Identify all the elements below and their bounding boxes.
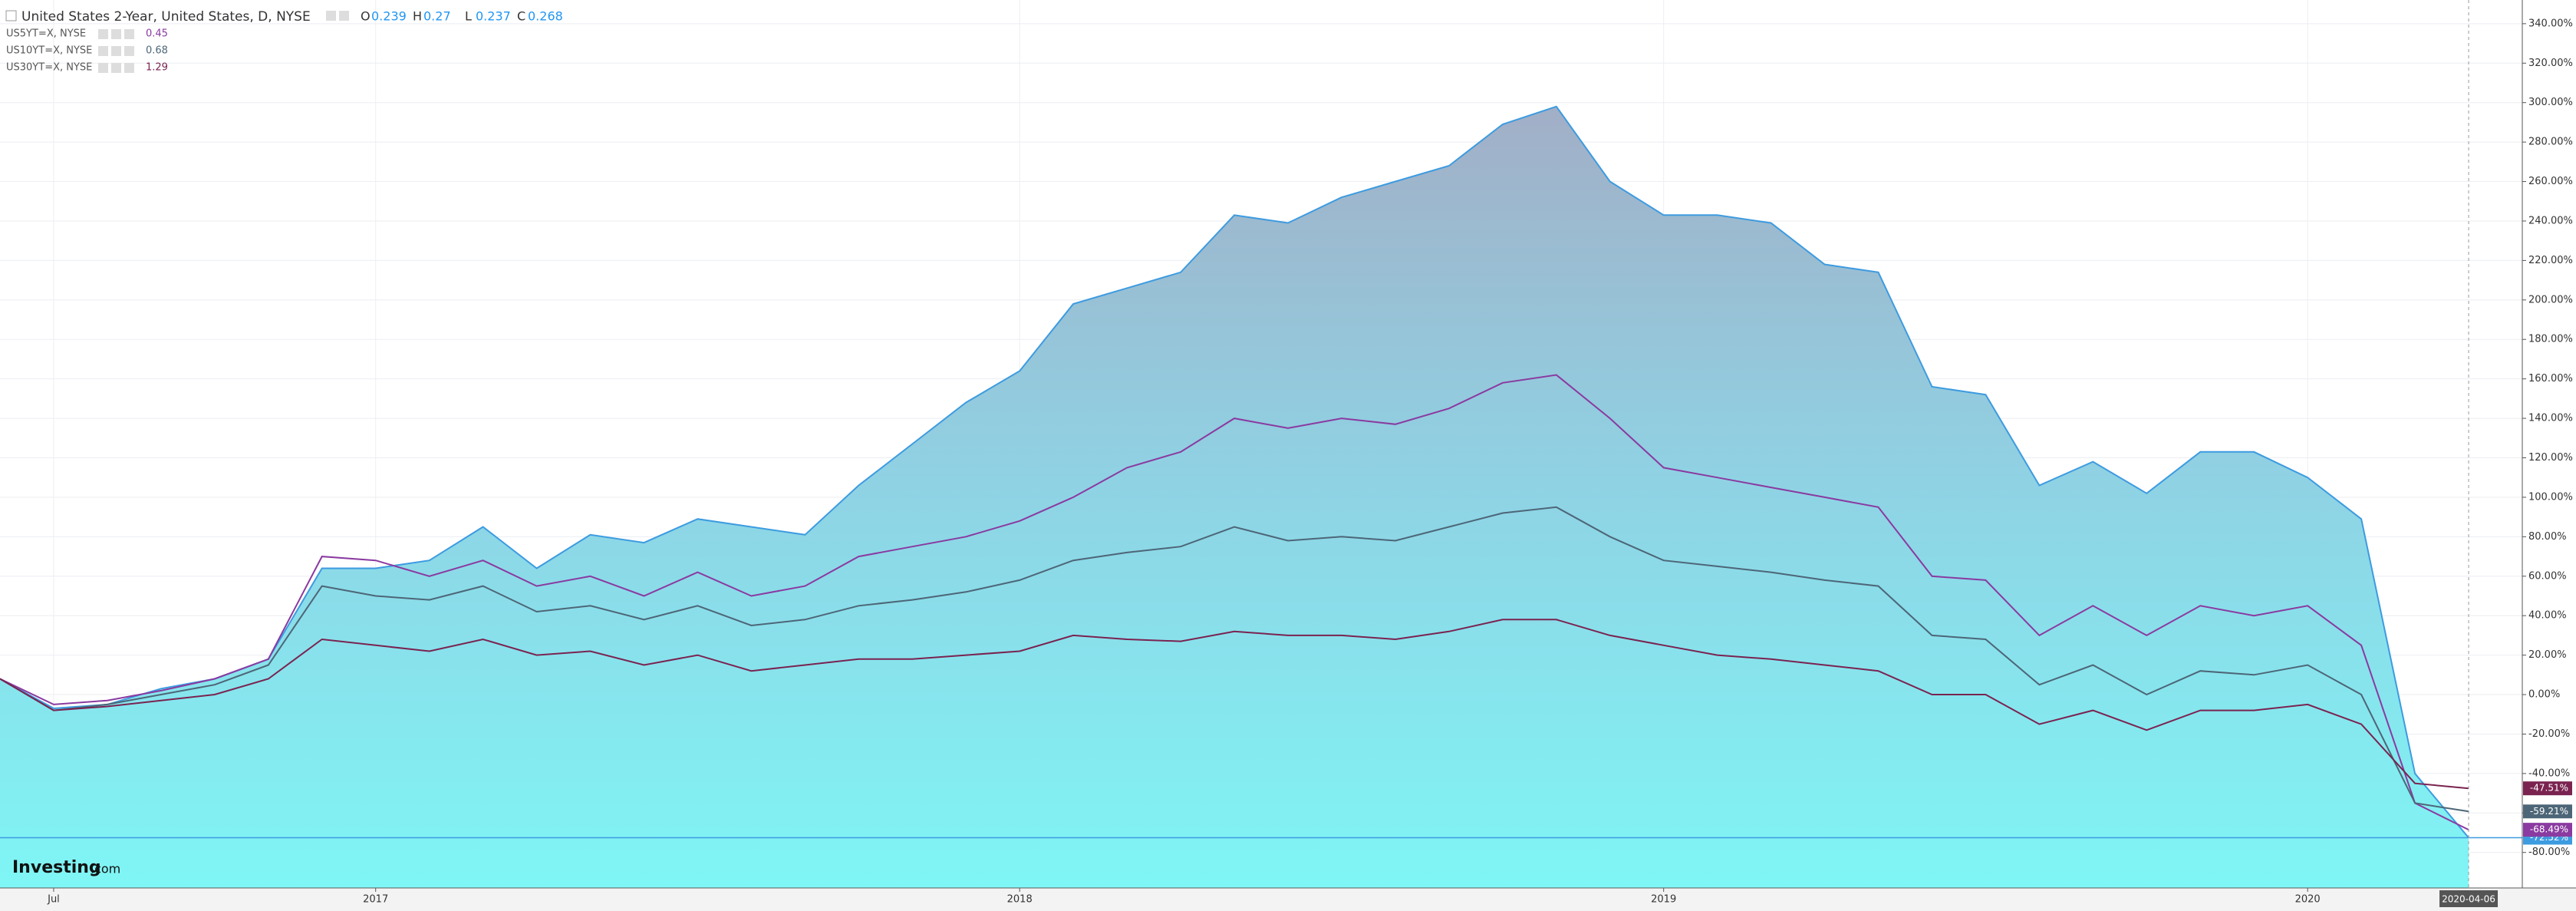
legend-name: US10YT=X, NYSE	[6, 45, 92, 57]
line	[0, 105, 2469, 839]
icon[interactable]	[98, 63, 108, 73]
y-tick-label: 240.00%	[2528, 215, 2573, 226]
y-tick-label: 280.00%	[2528, 137, 2573, 148]
icon[interactable]	[98, 29, 108, 39]
watermark-brand: Investing	[12, 858, 101, 877]
y-tick-label: -20.00%	[2528, 728, 2570, 740]
y-tick-label: 260.00%	[2528, 176, 2573, 187]
y-tick-label: 220.00%	[2528, 255, 2573, 266]
y-tick-label: 120.00%	[2528, 452, 2573, 464]
ohlc-key: H	[413, 9, 422, 24]
x-tick-label: 2018	[1007, 894, 1033, 906]
ohlc-value: 0.237	[476, 9, 511, 24]
y-tick-label: 140.00%	[2528, 413, 2573, 424]
legend-name: US5YT=X, NYSE	[6, 28, 86, 40]
legend-title: United States 2-Year, United States, D, …	[21, 9, 311, 25]
y-tick-label: 320.00%	[2528, 58, 2573, 69]
icon[interactable]	[124, 63, 134, 73]
last-value-label: -47.51%	[2530, 783, 2568, 794]
icon[interactable]	[326, 11, 336, 21]
icon[interactable]	[124, 46, 134, 56]
legend-name: US30YT=X, NYSE	[6, 62, 92, 74]
y-tick-label: 340.00%	[2528, 18, 2573, 29]
icon[interactable]	[339, 11, 349, 21]
y-tick-label: 180.00%	[2528, 334, 2573, 345]
watermark: Investing .com	[12, 858, 120, 877]
y-tick-label: -40.00%	[2528, 767, 2570, 779]
last-value-label: -68.49%	[2530, 824, 2568, 835]
line	[0, 619, 2469, 790]
icon[interactable]	[98, 46, 108, 56]
line	[0, 374, 2469, 830]
ohlc-key: L	[465, 9, 472, 24]
icon[interactable]	[111, 46, 121, 56]
x-tick-label: 2019	[1651, 894, 1676, 906]
area	[0, 106, 2469, 889]
ohlc-key: C	[517, 9, 525, 24]
collapse-icon[interactable]	[5, 10, 17, 21]
y-tick-label: 300.00%	[2528, 97, 2573, 108]
x-axis-strip	[0, 889, 2576, 911]
ohlc-value: 0.268	[528, 9, 563, 24]
y-tick-label: 100.00%	[2528, 491, 2573, 503]
cursor-date-box	[2439, 890, 2499, 907]
icon[interactable]	[111, 63, 121, 73]
icon[interactable]	[111, 29, 121, 39]
y-tick-label: -80.00%	[2528, 847, 2570, 858]
legend-value: 0.68	[146, 45, 168, 57]
last-value-box	[2523, 804, 2572, 819]
y-tick-label: 0.00%	[2528, 689, 2560, 701]
y-tick-label: 80.00%	[2528, 531, 2567, 543]
x-tick-label: 2020	[2295, 894, 2321, 906]
watermark-suffix: .com	[91, 862, 120, 876]
x-tick-label: Jul	[47, 894, 60, 906]
last-value-box	[2523, 781, 2572, 796]
line	[0, 506, 2469, 813]
ohlc-value: 0.239	[371, 9, 407, 24]
cursor-date: 2020-04-06	[2442, 894, 2495, 905]
legend: United States 2-Year, United States, D, …	[5, 9, 563, 74]
ohlc-value: 0.27	[423, 9, 451, 24]
last-value-box	[2523, 823, 2572, 837]
legend-value: 0.45	[146, 28, 168, 40]
ohlc-key: O	[361, 9, 371, 24]
x-tick-label: 2017	[363, 894, 388, 906]
last-value-label: -59.21%	[2530, 806, 2568, 817]
y-tick-label: 40.00%	[2528, 610, 2567, 622]
y-tick-label: 20.00%	[2528, 649, 2567, 661]
y-tick-label: 60.00%	[2528, 570, 2567, 582]
legend-value: 1.29	[146, 62, 168, 74]
icon[interactable]	[124, 29, 134, 39]
y-tick-label: 200.00%	[2528, 294, 2573, 305]
y-tick-label: 160.00%	[2528, 373, 2573, 385]
